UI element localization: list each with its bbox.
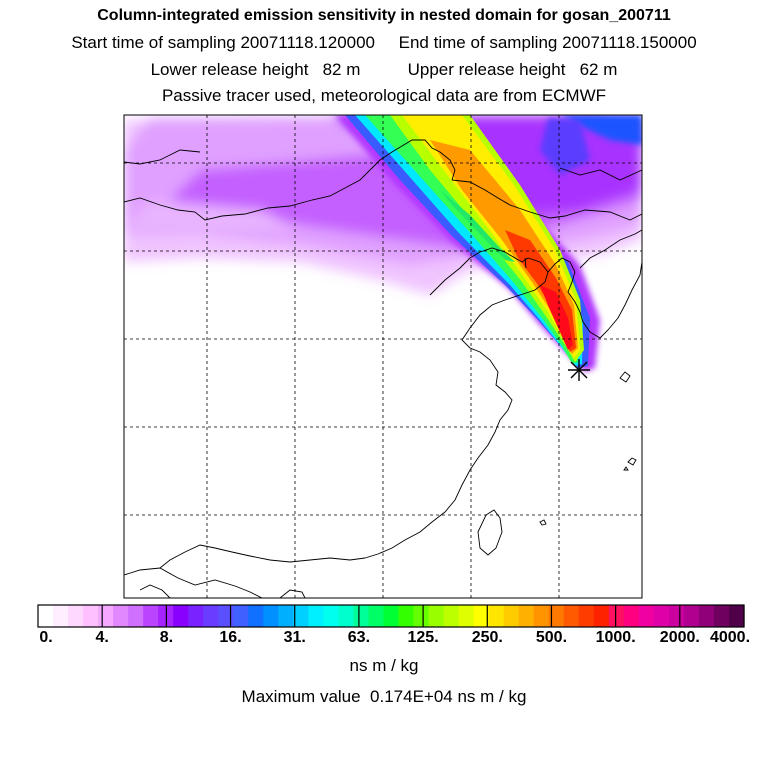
plume-band-cyan	[355, 115, 583, 366]
colorbar	[38, 605, 745, 627]
plume-band-orange	[430, 140, 578, 354]
colorbar-swatch	[713, 605, 730, 627]
colorbar-swatch	[248, 605, 264, 627]
colorbar-swatch	[578, 605, 595, 627]
colorbar-tick-label: 16.	[219, 629, 242, 646]
map-field	[124, 115, 642, 598]
colorbar-swatch	[623, 605, 640, 627]
colorbar-swatch	[338, 605, 355, 627]
colorbar-swatch	[653, 605, 670, 627]
colorbar-swatch	[668, 605, 685, 627]
colorbar-tick-label: 125.	[407, 629, 439, 646]
plume-band-core	[540, 285, 573, 350]
colorbar-swatch	[188, 605, 204, 627]
colorbar-swatch	[263, 605, 279, 627]
colorbar-tick-label: 2000.	[659, 629, 700, 646]
maximum-value-label: Maximum value 0.174E+04 ns m / kg	[241, 687, 527, 706]
colorbar-swatch	[593, 605, 610, 627]
colorbar-tick-label: 8.	[159, 629, 174, 646]
colorbar-swatch	[308, 605, 324, 627]
colorbar-tick-label: 31.	[283, 629, 306, 646]
colorbar-swatch	[233, 605, 249, 627]
colorbar-swatch	[53, 605, 69, 627]
colorbar-swatch	[278, 605, 294, 627]
tracer-info-line: Passive tracer used, meteorological data…	[161, 86, 607, 105]
colorbar-swatch	[518, 605, 535, 627]
colorbar-swatch	[428, 605, 445, 627]
colorbar-tick-label: 500.	[535, 629, 568, 646]
colorbar-swatch	[38, 605, 54, 627]
colorbar-tick-label: 0.	[39, 629, 53, 646]
colorbar-swatch	[218, 605, 234, 627]
colorbar-swatch	[323, 605, 340, 627]
colorbar-swatch	[503, 605, 520, 627]
colorbar-swatch	[68, 605, 84, 627]
plume-inner-strip	[440, 190, 515, 262]
colorbar-swatch	[98, 605, 114, 627]
colorbar-tick-label: 250.	[471, 629, 503, 646]
colorbar-tick-label: 63.	[347, 629, 371, 646]
colorbar-swatch	[173, 605, 189, 627]
colorbar-swatch	[383, 605, 400, 627]
graticule	[124, 115, 642, 598]
colorbar-unit: ns m / kg	[349, 656, 419, 675]
colorbar-swatch	[368, 605, 385, 627]
map-title: Column-integrated emission sensitivity i…	[97, 7, 671, 24]
colorbar-swatch	[128, 605, 144, 627]
map-frame	[123, 114, 643, 599]
sampling-time-line: Start time of sampling 20071118.120000 E…	[71, 33, 697, 52]
colorbar-tick-label: 1000.	[595, 629, 636, 646]
colorbar-swatch	[638, 605, 655, 627]
colorbar-frame	[37, 604, 745, 628]
colorbar-swatch	[443, 605, 460, 627]
colorbar-swatch	[533, 605, 550, 627]
mid-field-patch	[540, 118, 590, 175]
colorbar-swatch	[293, 605, 309, 627]
colorbar-swatch	[203, 605, 219, 627]
colorbar-swatch	[83, 605, 99, 627]
coastlines	[124, 139, 642, 598]
colorbar-swatch	[728, 605, 745, 627]
colorbar-swatch	[548, 605, 565, 627]
colorbar-swatch	[488, 605, 505, 627]
colorbar-tick-label: 4000.	[709, 629, 751, 646]
colorbar-swatch	[353, 605, 370, 627]
colorbar-swatch	[113, 605, 129, 627]
colorbar-swatch	[473, 605, 490, 627]
colorbar-swatch	[563, 605, 580, 627]
asterisk-icon	[568, 359, 590, 381]
colorbar-swatch	[458, 605, 475, 627]
colorbar-swatch	[683, 605, 700, 627]
colorbar-swatch	[143, 605, 159, 627]
colorbar-swatch	[608, 605, 625, 627]
colorbar-swatch	[398, 605, 415, 627]
colorbar-tick-label: 4.	[95, 629, 109, 646]
colorbar-swatch	[413, 605, 430, 627]
release-height-line: Lower release height 82 m Upper release …	[150, 60, 618, 79]
colorbar-ticks	[101, 605, 681, 627]
colorbar-swatch	[698, 605, 715, 627]
